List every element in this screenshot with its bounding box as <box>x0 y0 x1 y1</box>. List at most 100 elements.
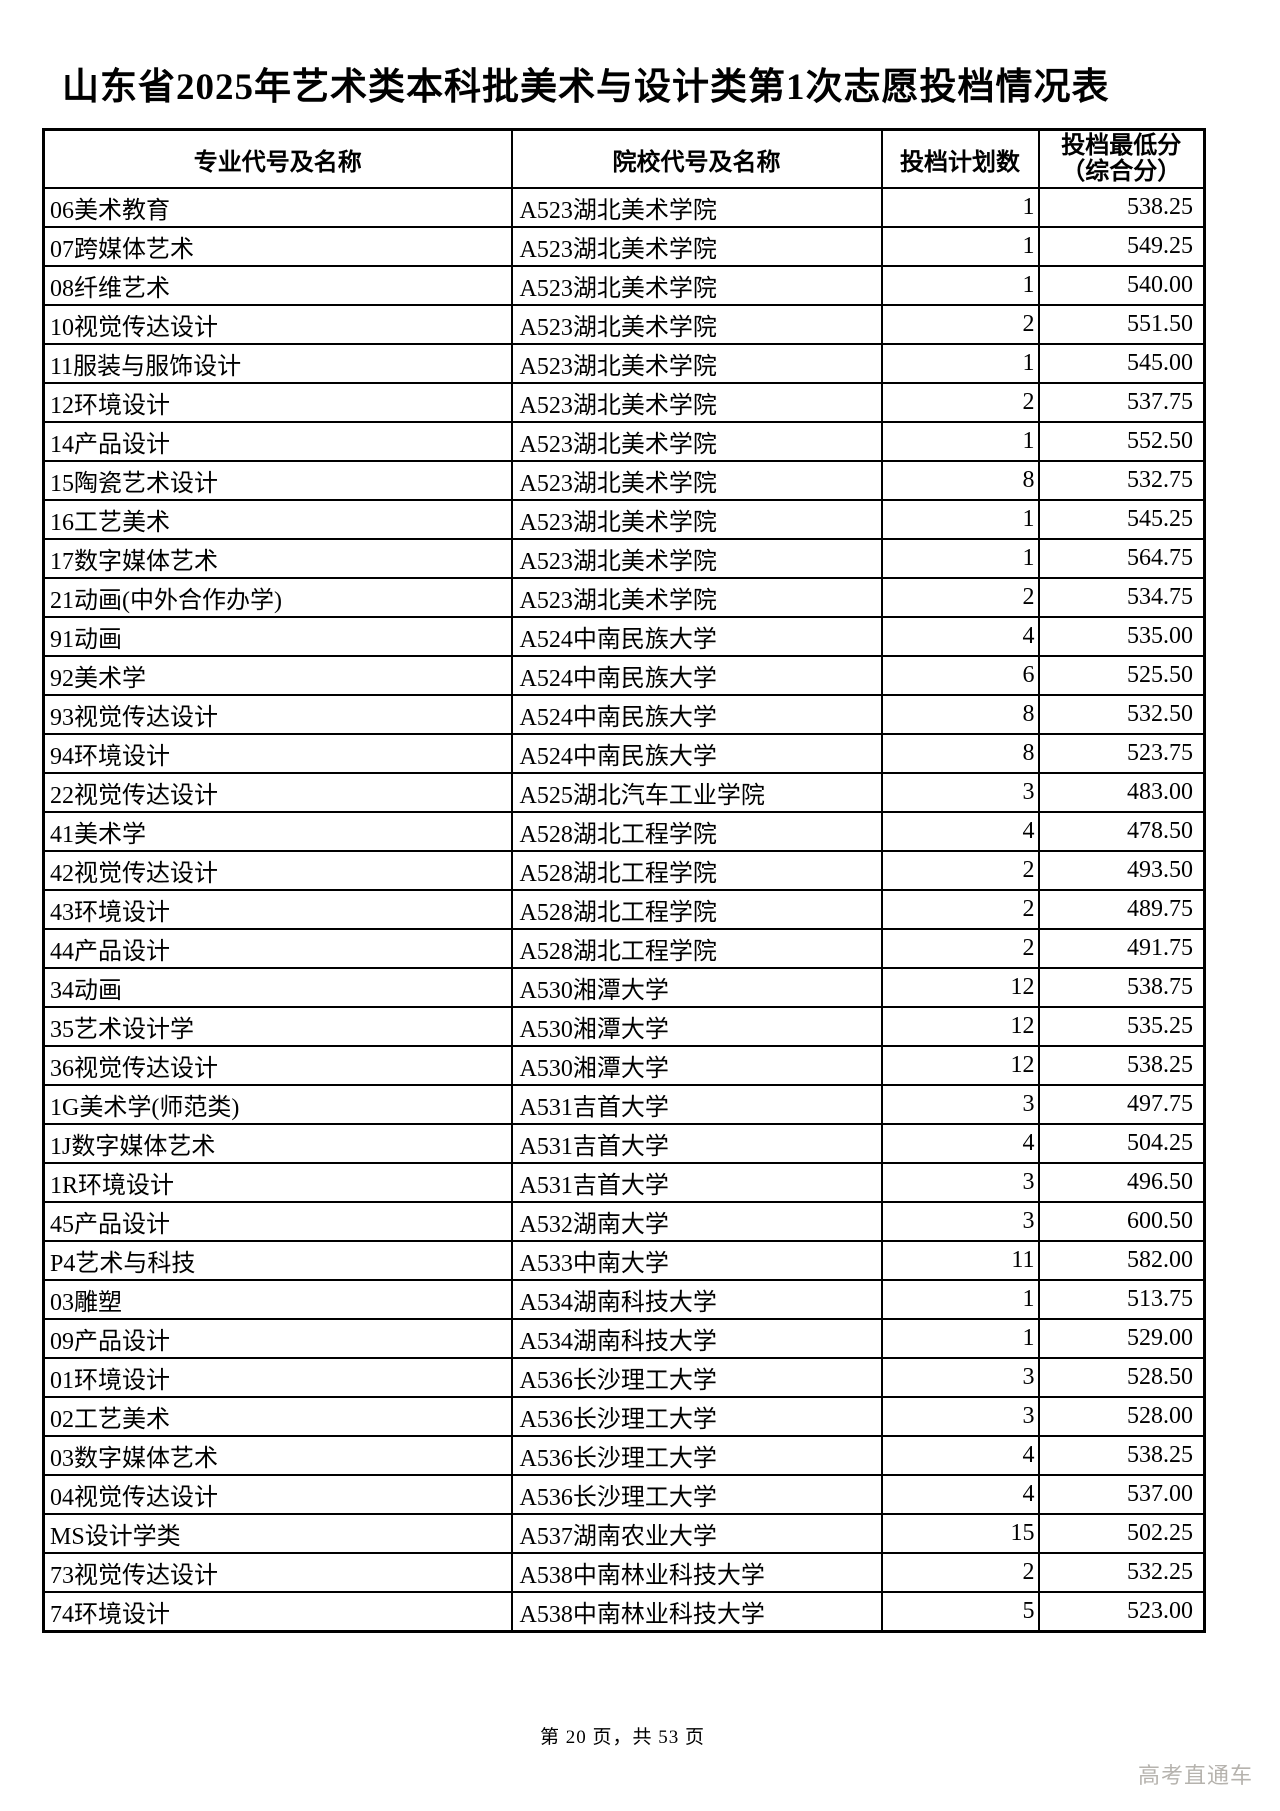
score-cell: 538.25 <box>1037 187 1206 228</box>
score-cell: 491.75 <box>1037 928 1206 969</box>
table-row: 42视觉传达设计 A528湖北工程学院 2 493.50 <box>42 850 1206 891</box>
college-cell: A528湖北工程学院 <box>510 889 883 930</box>
college-cell: A524中南民族大学 <box>510 616 883 657</box>
score-cell: 545.00 <box>1037 343 1206 384</box>
plan-cell: 5 <box>880 1591 1040 1633</box>
admission-table: 专业代号及名称 院校代号及名称 投档计划数 投档最低分 （综合分） 06美术教育… <box>42 128 1206 1633</box>
college-cell: A531吉首大学 <box>510 1123 883 1164</box>
score-cell: 551.50 <box>1037 304 1206 345</box>
major-cell: 41美术学 <box>42 811 513 852</box>
score-cell: 600.50 <box>1037 1201 1206 1242</box>
table-row: 17数字媒体艺术 A523湖北美术学院 1 564.75 <box>42 538 1206 579</box>
major-cell: 1J数字媒体艺术 <box>42 1123 513 1164</box>
major-cell: 93视觉传达设计 <box>42 694 513 735</box>
college-cell: A523湖北美术学院 <box>510 382 883 423</box>
score-cell: 545.25 <box>1037 499 1206 540</box>
major-cell: 35艺术设计学 <box>42 1006 513 1047</box>
major-cell: 11服装与服饰设计 <box>42 343 513 384</box>
table-row: 14产品设计 A523湖北美术学院 1 552.50 <box>42 421 1206 462</box>
plan-cell: 12 <box>880 967 1040 1008</box>
college-cell: A524中南民族大学 <box>510 694 883 735</box>
page-title: 山东省2025年艺术类本科批美术与设计类第1次志愿投档情况表 <box>62 67 1110 108</box>
plan-cell: 12 <box>880 1045 1040 1086</box>
plan-cell: 8 <box>880 733 1040 774</box>
plan-cell: 1 <box>880 499 1040 540</box>
plan-cell: 6 <box>880 655 1040 696</box>
table-header-row: 专业代号及名称 院校代号及名称 投档计划数 投档最低分 （综合分） <box>42 128 1206 189</box>
plan-cell: 1 <box>880 421 1040 462</box>
major-cell: MS设计学类 <box>42 1513 513 1554</box>
plan-cell: 2 <box>880 577 1040 618</box>
major-cell: 14产品设计 <box>42 421 513 462</box>
table-row: 34动画 A530湘潭大学 12 538.75 <box>42 967 1206 1008</box>
major-cell: 45产品设计 <box>42 1201 513 1242</box>
score-cell: 489.75 <box>1037 889 1206 930</box>
table-row: 92美术学 A524中南民族大学 6 525.50 <box>42 655 1206 696</box>
plan-cell: 1 <box>880 226 1040 267</box>
score-cell: 523.00 <box>1037 1591 1206 1633</box>
table-row: 10视觉传达设计 A523湖北美术学院 2 551.50 <box>42 304 1206 345</box>
college-cell: A530湘潭大学 <box>510 1006 883 1047</box>
table-row: 44产品设计 A528湖北工程学院 2 491.75 <box>42 928 1206 969</box>
table-row: 94环境设计 A524中南民族大学 8 523.75 <box>42 733 1206 774</box>
major-cell: 1G美术学(师范类) <box>42 1084 513 1125</box>
plan-cell: 2 <box>880 850 1040 891</box>
score-cell: 534.75 <box>1037 577 1206 618</box>
college-cell: A523湖北美术学院 <box>510 460 883 501</box>
college-cell: A534湖南科技大学 <box>510 1318 883 1359</box>
major-cell: 74环境设计 <box>42 1591 513 1633</box>
college-cell: A523湖北美术学院 <box>510 577 883 618</box>
college-cell: A523湖北美术学院 <box>510 187 883 228</box>
score-cell: 540.00 <box>1037 265 1206 306</box>
major-cell: 15陶瓷艺术设计 <box>42 460 513 501</box>
college-cell: A528湖北工程学院 <box>510 811 883 852</box>
table-row: 08纤维艺术 A523湖北美术学院 1 540.00 <box>42 265 1206 306</box>
college-cell: A523湖北美术学院 <box>510 226 883 267</box>
score-cell: 535.00 <box>1037 616 1206 657</box>
plan-cell: 4 <box>880 1123 1040 1164</box>
college-cell: A537湖南农业大学 <box>510 1513 883 1554</box>
major-cell: 34动画 <box>42 967 513 1008</box>
score-cell: 532.75 <box>1037 460 1206 501</box>
score-cell: 529.00 <box>1037 1318 1206 1359</box>
college-cell: A536长沙理工大学 <box>510 1435 883 1476</box>
plan-cell: 2 <box>880 928 1040 969</box>
plan-cell: 1 <box>880 187 1040 228</box>
header-college: 院校代号及名称 <box>510 128 883 189</box>
table-row: 02工艺美术 A536长沙理工大学 3 528.00 <box>42 1396 1206 1437</box>
major-cell: 21动画(中外合作办学) <box>42 577 513 618</box>
college-cell: A523湖北美术学院 <box>510 538 883 579</box>
header-major: 专业代号及名称 <box>42 128 513 189</box>
major-cell: 36视觉传达设计 <box>42 1045 513 1086</box>
major-cell: 02工艺美术 <box>42 1396 513 1437</box>
college-cell: A523湖北美术学院 <box>510 304 883 345</box>
plan-cell: 4 <box>880 811 1040 852</box>
major-cell: 1R环境设计 <box>42 1162 513 1203</box>
score-cell: 523.75 <box>1037 733 1206 774</box>
major-cell: 07跨媒体艺术 <box>42 226 513 267</box>
plan-cell: 3 <box>880 1201 1040 1242</box>
plan-cell: 1 <box>880 1279 1040 1320</box>
table-row: P4艺术与科技 A533中南大学 11 582.00 <box>42 1240 1206 1281</box>
major-cell: 10视觉传达设计 <box>42 304 513 345</box>
score-cell: 496.50 <box>1037 1162 1206 1203</box>
table-row: 36视觉传达设计 A530湘潭大学 12 538.25 <box>42 1045 1206 1086</box>
table-row: 22视觉传达设计 A525湖北汽车工业学院 3 483.00 <box>42 772 1206 813</box>
college-cell: A525湖北汽车工业学院 <box>510 772 883 813</box>
college-cell: A530湘潭大学 <box>510 967 883 1008</box>
plan-cell: 1 <box>880 265 1040 306</box>
plan-cell: 1 <box>880 1318 1040 1359</box>
plan-cell: 3 <box>880 772 1040 813</box>
major-cell: 09产品设计 <box>42 1318 513 1359</box>
table-row: 74环境设计 A538中南林业科技大学 5 523.00 <box>42 1591 1206 1633</box>
plan-cell: 2 <box>880 889 1040 930</box>
college-cell: A523湖北美术学院 <box>510 265 883 306</box>
major-cell: 17数字媒体艺术 <box>42 538 513 579</box>
major-cell: 22视觉传达设计 <box>42 772 513 813</box>
plan-cell: 1 <box>880 343 1040 384</box>
major-cell: 42视觉传达设计 <box>42 850 513 891</box>
table-row: 73视觉传达设计 A538中南林业科技大学 2 532.25 <box>42 1552 1206 1593</box>
college-cell: A531吉首大学 <box>510 1084 883 1125</box>
score-cell: 493.50 <box>1037 850 1206 891</box>
table-row: 91动画 A524中南民族大学 4 535.00 <box>42 616 1206 657</box>
